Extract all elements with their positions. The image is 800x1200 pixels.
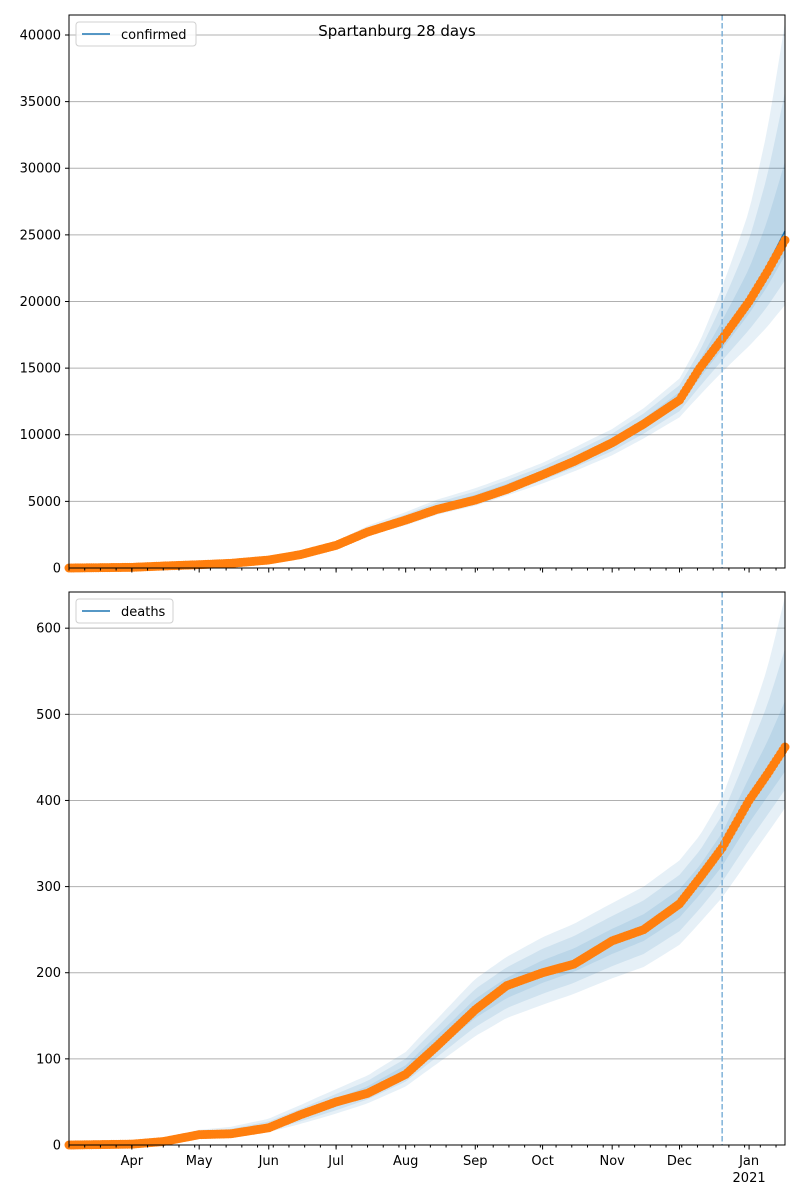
- uncertainty-band-3: [69, 21, 785, 569]
- legend-label: confirmed: [121, 28, 187, 43]
- x-tick-label: Nov: [599, 1154, 625, 1169]
- y-tick-label: 500: [36, 708, 61, 723]
- y-tick-label: 10000: [20, 428, 61, 443]
- uncertainty-band-3: [69, 596, 785, 1145]
- x-tick-year-label: 2021: [733, 1171, 766, 1186]
- chart-title: Spartanburg 28 days: [318, 22, 476, 40]
- uncertainty-band-2: [69, 91, 785, 568]
- axes-frame: [68, 591, 786, 1146]
- x-tick-label: Jul: [327, 1154, 344, 1169]
- x-tick-label: Aug: [393, 1154, 418, 1169]
- x-tick-label: Oct: [531, 1154, 553, 1169]
- y-tick-label: 0: [53, 562, 61, 577]
- y-tick-label: 30000: [20, 162, 61, 177]
- y-tick-label: 0: [53, 1139, 61, 1154]
- x-tick-label: Jun: [258, 1154, 279, 1169]
- y-tick-label: 15000: [20, 362, 61, 377]
- y-tick-label: 35000: [20, 95, 61, 110]
- y-tick-label: 40000: [20, 28, 61, 43]
- y-tick-label: 300: [36, 880, 61, 895]
- panel-deaths: 0 100 200 300 400 500 600 Apr May Jun Jul Aug Sep Oct…: [36, 591, 790, 1186]
- y-tick-label: 600: [36, 622, 61, 637]
- observed-points: [64, 235, 790, 573]
- legend-box: [75, 598, 174, 624]
- y-tick-label: 20000: [20, 295, 61, 310]
- observed-points: [64, 742, 790, 1150]
- panel-confirmed: 0 5000 10000 15000 20000 25000 30000 35000 40000…: [20, 14, 790, 577]
- x-tick-label: Sep: [463, 1154, 488, 1169]
- y-tick-label: 25000: [20, 228, 61, 243]
- x-tick-label: Apr: [121, 1154, 144, 1169]
- y-tick-label: 200: [36, 966, 61, 981]
- legend-label: deaths: [121, 605, 166, 620]
- uncertainty-band-2: [69, 648, 785, 1145]
- axes-frame: [68, 14, 786, 569]
- y-tick-label: 400: [36, 794, 61, 809]
- legend-box: [75, 21, 197, 47]
- x-tick-label: Dec: [667, 1154, 692, 1169]
- y-tick-label: 100: [36, 1052, 61, 1067]
- y-tick-label: 5000: [28, 495, 61, 510]
- x-tick-label: May: [186, 1154, 213, 1169]
- median-line: [68, 752, 786, 1146]
- x-tick-label: Jan: [738, 1154, 759, 1169]
